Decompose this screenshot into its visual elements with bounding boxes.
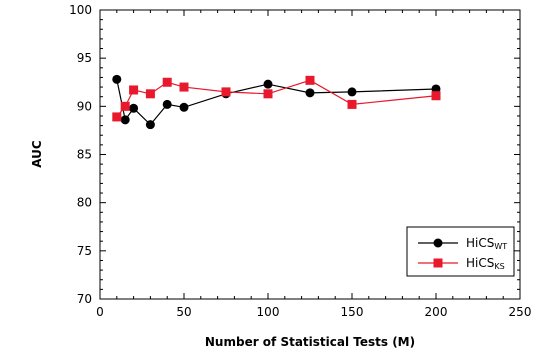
y-tick-label: 100 xyxy=(69,3,92,17)
x-tick-label: 0 xyxy=(96,305,104,319)
data-point-ks xyxy=(347,99,357,109)
data-point-wt xyxy=(145,120,155,130)
data-point-ks xyxy=(145,89,155,99)
data-point-wt xyxy=(179,102,189,112)
data-point-wt xyxy=(347,87,357,97)
y-tick-label: 90 xyxy=(77,99,92,113)
x-tick-label: 200 xyxy=(425,305,448,319)
x-tick-label: 100 xyxy=(257,305,280,319)
x-axis-label: Number of Statistical Tests (M) xyxy=(205,335,415,349)
legend-marker-wt xyxy=(433,238,443,248)
data-point-ks xyxy=(263,89,273,99)
axis-ticks: 0 50 100 150 200 250 70 75 80 85 90 95 100 xyxy=(69,3,531,319)
data-point-ks xyxy=(221,87,231,97)
y-tick-label: 75 xyxy=(77,244,92,258)
series-group xyxy=(112,74,441,130)
legend-label-subscript: WT xyxy=(494,242,507,251)
legend-label-subscript: KS xyxy=(494,262,504,271)
data-point-ks xyxy=(129,85,139,95)
legend-box xyxy=(406,226,515,277)
y-tick-label: 95 xyxy=(77,51,92,65)
x-tick-label: 50 xyxy=(176,305,191,319)
data-point-ks xyxy=(179,82,189,92)
x-tick-label: 250 xyxy=(509,305,532,319)
data-point-wt xyxy=(120,115,130,125)
data-point-wt xyxy=(263,79,273,89)
data-point-ks xyxy=(305,75,315,85)
data-point-wt xyxy=(162,99,172,109)
y-tick-label: 70 xyxy=(77,292,92,306)
data-point-ks xyxy=(162,77,172,87)
y-tick-label: 85 xyxy=(77,148,92,162)
legend-marker-ks xyxy=(433,258,443,268)
data-point-wt xyxy=(112,74,122,84)
y-axis-label: AUC xyxy=(30,140,44,168)
data-point-ks xyxy=(120,101,130,111)
data-point-wt xyxy=(129,103,139,113)
data-point-ks xyxy=(431,91,441,101)
y-tick-label: 80 xyxy=(77,196,92,210)
x-tick-label: 150 xyxy=(341,305,364,319)
data-point-wt xyxy=(305,88,315,98)
data-point-ks xyxy=(112,112,122,122)
